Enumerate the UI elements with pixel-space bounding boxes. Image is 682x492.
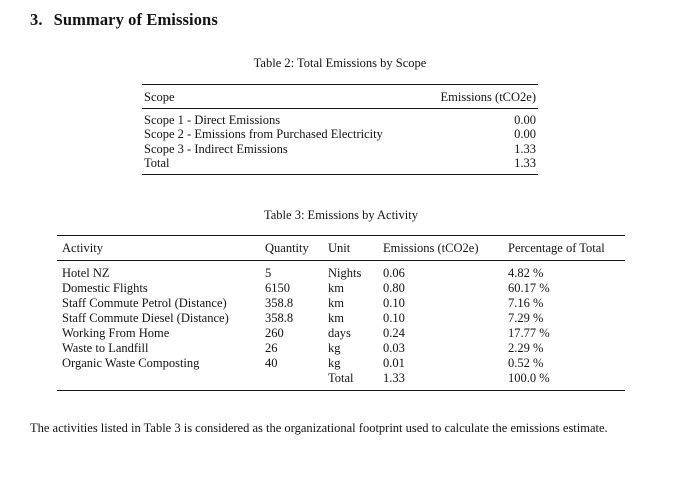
table-row: Scope 3 - Indirect Emissions 1.33 bbox=[142, 142, 538, 156]
table-cell: Scope 1 - Direct Emissions bbox=[144, 113, 281, 127]
table-cell: 0.80 bbox=[383, 281, 405, 295]
table-cell: Waste to Landfill bbox=[62, 341, 149, 355]
table-cell: days bbox=[328, 326, 351, 340]
section-number: 3. bbox=[30, 10, 43, 29]
table-header-row: Activity Quantity Unit Emissions (tCO2e)… bbox=[57, 235, 625, 261]
column-header-emissions: Emissions (tCO2e) bbox=[383, 235, 508, 261]
table-cell: 1.33 bbox=[514, 141, 536, 156]
table-row: Working From Home 260 days 0.24 17.77 % bbox=[57, 326, 625, 341]
table-cell: 1.33 bbox=[383, 371, 405, 385]
column-header-scope: Scope bbox=[142, 84, 340, 109]
table-cell: Domestic Flights bbox=[62, 281, 148, 295]
table3-figure: Table 3: Emissions by Activity Activity … bbox=[57, 208, 625, 391]
table-cell: 4.82 % bbox=[508, 266, 544, 280]
table-cell bbox=[57, 371, 265, 391]
table-cell: 1.33 bbox=[514, 155, 536, 170]
table-header-row: Scope Emissions (tCO2e) bbox=[142, 84, 538, 109]
section-title: Summary of Emissions bbox=[53, 10, 218, 29]
table-row: Total 1.33 100.0 % bbox=[57, 371, 625, 391]
table-cell: Staff Commute Petrol (Distance) bbox=[62, 296, 227, 310]
table-cell: Total bbox=[328, 371, 354, 385]
table-cell: kg bbox=[328, 356, 341, 370]
column-header-unit: Unit bbox=[328, 235, 383, 261]
table-cell bbox=[265, 371, 328, 391]
table-row: Staff Commute Diesel (Distance) 358.8 km 0.… bbox=[57, 311, 625, 326]
table-cell: 0.00 bbox=[514, 127, 536, 142]
table-row: Waste to Landfill 26 kg 0.03 2.29 % bbox=[57, 341, 625, 356]
table-row: Scope 2 - Emissions from Purchased Elect… bbox=[142, 127, 538, 141]
table-cell: km bbox=[328, 311, 344, 325]
table-cell: 40 bbox=[265, 356, 278, 370]
column-header-activity: Activity bbox=[57, 235, 265, 261]
column-header-emissions: Emissions (tCO2e) bbox=[340, 84, 538, 109]
body-paragraph: The activities listed in Table 3 is cons… bbox=[30, 421, 608, 435]
table2-caption: Table 2: Total Emissions by Scope bbox=[253, 56, 427, 70]
table-row: Staff Commute Petrol (Distance) 358.8 km 0.… bbox=[57, 296, 625, 311]
table3-emissions-by-activity: Activity Quantity Unit Emissions (tCO2e)… bbox=[57, 235, 625, 391]
table-cell: 358.8 bbox=[265, 311, 294, 325]
table-cell: 60.17 % bbox=[508, 281, 550, 295]
table-row: Organic Waste Composting 40 kg 0.01 0.52 % bbox=[57, 356, 625, 371]
table2-header: Scope Emissions (tCO2e) bbox=[142, 84, 538, 109]
table-cell: 100.0 % bbox=[508, 371, 550, 385]
table-cell: 0.06 bbox=[383, 266, 405, 280]
table2-figure: Table 2: Total Emissions by Scope Scope … bbox=[142, 56, 538, 176]
column-header-quantity: Quantity bbox=[265, 235, 328, 261]
table3-header: Activity Quantity Unit Emissions (tCO2e)… bbox=[57, 235, 625, 261]
table-cell: Scope 2 - Emissions from Purchased Elect… bbox=[144, 127, 383, 142]
table-cell: Staff Commute Diesel (Distance) bbox=[62, 311, 229, 325]
table-cell: 0.10 bbox=[383, 296, 405, 310]
table-cell: Nights bbox=[328, 266, 362, 280]
table3-body: Hotel NZ 5 Nights 0.06 4.82 % Domestic Flight… bbox=[57, 261, 625, 391]
table-cell: Organic Waste Composting bbox=[62, 356, 200, 370]
table-cell: Total bbox=[144, 155, 170, 170]
table-row: Scope 1 - Direct Emissions 0.00 bbox=[142, 109, 538, 128]
table-cell: 26 bbox=[265, 341, 278, 355]
table-cell: Scope 3 - Indirect Emissions bbox=[144, 141, 288, 156]
table-cell: 0.10 bbox=[383, 311, 405, 325]
table2-total-emissions-by-scope: Scope Emissions (tCO2e) Scope 1 - Direct… bbox=[142, 84, 538, 176]
table-row: Hotel NZ 5 Nights 0.06 4.82 % bbox=[57, 261, 625, 282]
table-row: Domestic Flights 6150 km 0.80 60.17 % bbox=[57, 281, 625, 296]
table-cell: Working From Home bbox=[62, 326, 170, 340]
table-cell: 358.8 bbox=[265, 296, 294, 310]
table-cell: km bbox=[328, 296, 344, 310]
table-cell: 7.16 % bbox=[508, 296, 544, 310]
column-header-percentage: Percentage of Total bbox=[508, 235, 625, 261]
table-cell: 0.03 bbox=[383, 341, 405, 355]
table-cell: 5 bbox=[265, 266, 272, 280]
table-cell: 17.77 % bbox=[508, 326, 550, 340]
table3-caption: Table 3: Emissions by Activity bbox=[264, 208, 418, 222]
table-cell: 0.01 bbox=[383, 356, 405, 370]
table-cell: 0.00 bbox=[514, 113, 536, 127]
table-cell: Hotel NZ bbox=[62, 266, 110, 280]
table-cell: km bbox=[328, 281, 344, 295]
table2-body: Scope 1 - Direct Emissions 0.00 Scope 2 - … bbox=[142, 109, 538, 175]
table-cell: kg bbox=[328, 341, 341, 355]
table-row: Total 1.33 bbox=[142, 156, 538, 175]
section-heading: 3. Summary of Emissions bbox=[30, 10, 218, 30]
table-cell: 7.29 % bbox=[508, 311, 544, 325]
table-cell: 0.52 % bbox=[508, 356, 544, 370]
table-cell: 6150 bbox=[265, 281, 290, 295]
table-cell: 2.29 % bbox=[508, 341, 544, 355]
table-cell: 0.24 bbox=[383, 326, 405, 340]
table-cell: 260 bbox=[265, 326, 284, 340]
